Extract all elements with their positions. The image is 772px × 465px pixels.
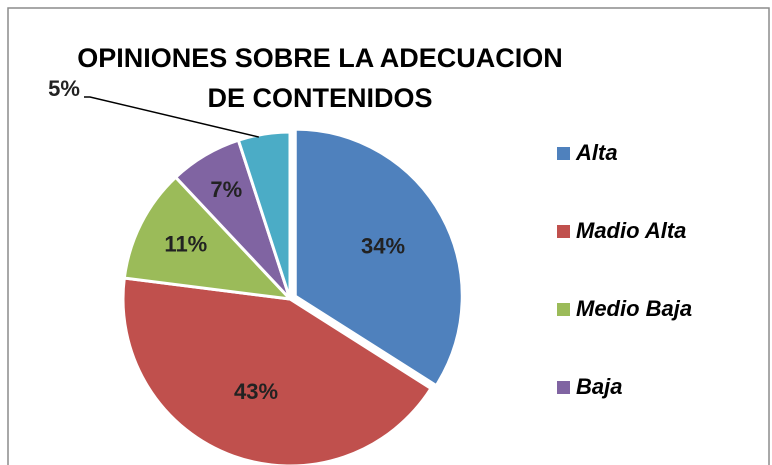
pie-slice xyxy=(121,276,434,465)
data-label: 5% xyxy=(48,76,80,101)
legend-item: Madio Alta xyxy=(557,218,767,244)
data-label: 34% xyxy=(361,234,405,259)
data-label: 7% xyxy=(210,177,242,202)
data-label: 11% xyxy=(164,232,207,257)
chart-title: OPINIONES SOBRE LA ADECUACION DE CONTENI… xyxy=(77,43,563,113)
legend-swatch xyxy=(557,381,570,394)
pie-slice xyxy=(122,175,294,302)
legend-label: Alta xyxy=(576,140,618,165)
legend-label: Madio Alta xyxy=(576,218,687,243)
legend-item: Baja xyxy=(557,374,767,400)
pie-slice xyxy=(236,130,292,300)
leader-line xyxy=(84,96,260,138)
legend-swatch xyxy=(557,147,570,160)
legend-item: Alta xyxy=(557,140,767,166)
data-label: 43% xyxy=(234,379,278,404)
pie-slice xyxy=(293,127,464,388)
legend-item: Medio Baja xyxy=(557,296,767,322)
legend-label: Medio Baja xyxy=(576,296,693,321)
legend-swatch xyxy=(557,303,570,316)
legend-swatch xyxy=(557,225,570,238)
legend-label: Baja xyxy=(576,374,623,399)
